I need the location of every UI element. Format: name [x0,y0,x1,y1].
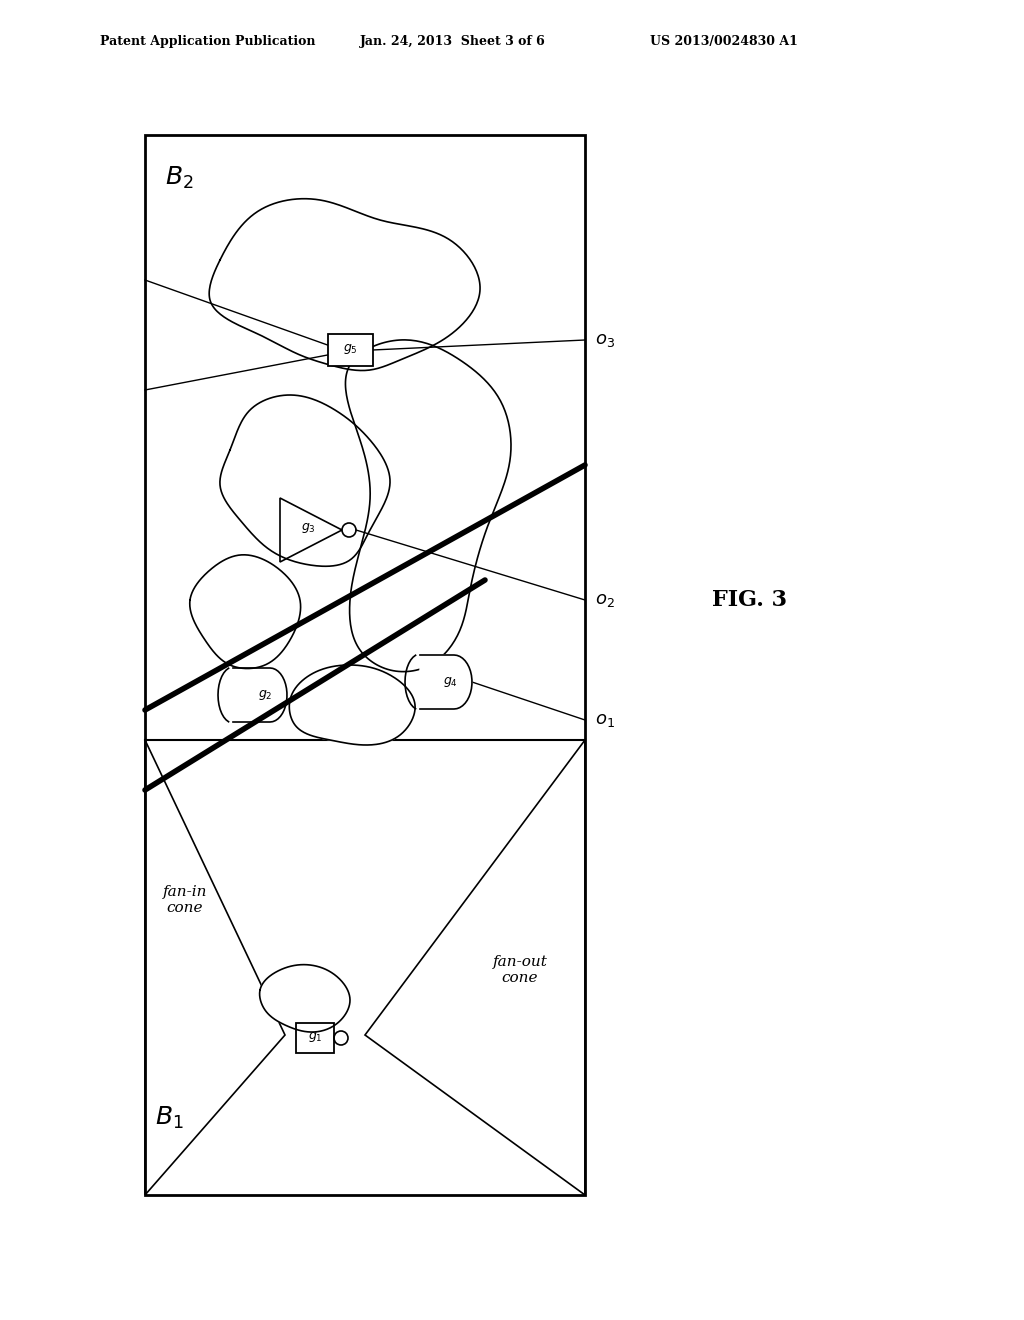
Text: $g_5$: $g_5$ [343,342,357,356]
Text: fan-in
cone: fan-in cone [163,884,207,915]
Text: Patent Application Publication: Patent Application Publication [100,36,315,48]
Text: $B_1$: $B_1$ [155,1105,183,1131]
Text: $g_1$: $g_1$ [307,1030,323,1044]
Text: FIG. 3: FIG. 3 [713,589,787,611]
Text: $o_1$: $o_1$ [595,711,614,729]
Bar [296,1023,334,1053]
Text: $o_3$: $o_3$ [595,331,615,348]
Text: US 2013/0024830 A1: US 2013/0024830 A1 [650,36,798,48]
Text: $g_2$: $g_2$ [258,688,272,702]
Text: $g_3$: $g_3$ [301,521,315,535]
Bar [328,334,373,366]
Text: $o_2$: $o_2$ [595,591,614,609]
Polygon shape [420,655,472,709]
Text: fan-out
cone: fan-out cone [493,954,548,985]
Text: Jan. 24, 2013  Sheet 3 of 6: Jan. 24, 2013 Sheet 3 of 6 [360,36,546,48]
Polygon shape [189,554,301,668]
Polygon shape [290,665,415,744]
Bar [145,135,585,1195]
Text: $g_4$: $g_4$ [442,675,458,689]
Polygon shape [209,199,480,371]
Polygon shape [345,339,511,672]
Polygon shape [220,395,390,566]
Text: $B_2$: $B_2$ [165,165,194,191]
Polygon shape [233,668,287,722]
Polygon shape [260,965,350,1032]
